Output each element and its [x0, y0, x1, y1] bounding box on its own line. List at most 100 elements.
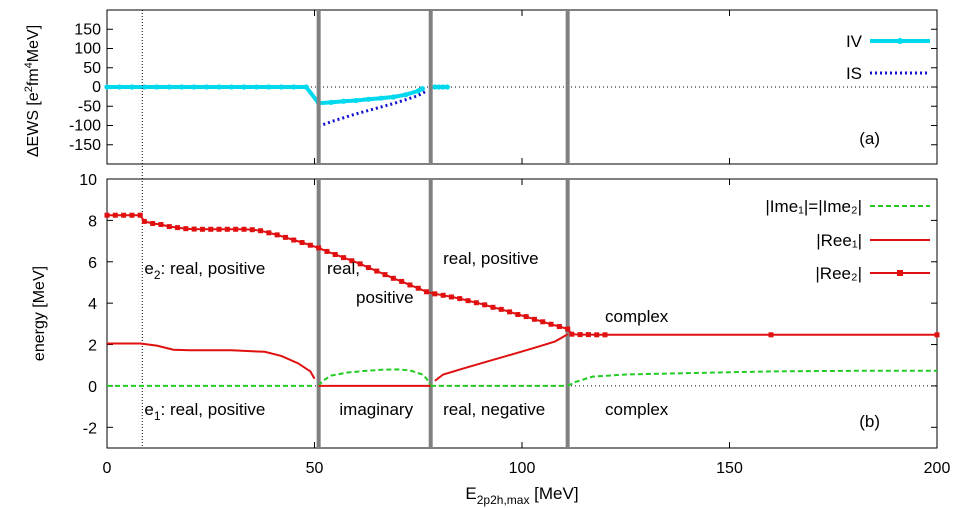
series-ree2-point	[424, 289, 430, 295]
series-ree2-point	[399, 278, 405, 284]
series-ree2-point	[390, 275, 396, 281]
series-iv-point	[365, 96, 372, 102]
region-annotation: real, negative	[443, 400, 545, 419]
series-ree2-point	[291, 237, 297, 243]
series-ree2-point	[448, 294, 454, 300]
y-tick-label-a: -100	[69, 118, 101, 135]
region-annotation: e1: real, positive	[144, 400, 265, 423]
series-iv-point	[129, 84, 135, 90]
label-part: 2	[154, 268, 161, 282]
series-iv-point	[228, 84, 235, 90]
series-ree2-point	[548, 321, 554, 327]
region-annotation: complex	[605, 307, 669, 326]
y-tick-label-b: 6	[88, 255, 97, 272]
label-part: E	[465, 484, 476, 503]
label-part: MeV]	[25, 25, 42, 62]
series-iv-point	[141, 84, 147, 90]
series-ree1-line	[107, 342, 316, 380]
series-is-line	[318, 89, 428, 128]
series-ree2-point	[415, 285, 421, 291]
x-tick-label: 0	[103, 460, 112, 477]
series-iv-point	[266, 84, 272, 90]
series-iv-point	[303, 84, 309, 90]
y-tick-label-a: -50	[78, 98, 101, 115]
series-iv-line	[107, 85, 424, 106]
label-part: 2	[23, 86, 35, 92]
y-tick-label-a: -150	[69, 137, 101, 154]
series-ree2-point	[482, 302, 488, 308]
x-axis-label: E2p2h,max [MeV]	[465, 484, 578, 507]
series-ree2-point	[382, 272, 388, 278]
y-axis-label-b: energy [MeV]	[31, 266, 48, 361]
label-part: : real, positive	[161, 259, 266, 278]
series-ree2-point	[565, 326, 571, 332]
label-part: ΔEWS [e	[25, 92, 42, 157]
series-iv-point	[390, 94, 396, 100]
series-ree2-point	[324, 248, 330, 254]
series-ree2-point	[332, 252, 338, 258]
series-ree2-point	[540, 319, 546, 325]
panel-a-label: (a)	[859, 129, 880, 148]
y-tick-label-b: 0	[88, 379, 97, 396]
y-axis-label-a: ΔEWS [e2fm4MeV]	[23, 25, 42, 157]
series-ree2-point	[594, 332, 600, 338]
region-annotation: e2: real, positive	[144, 259, 265, 282]
series-iv-point	[444, 84, 450, 90]
label-part: 1	[154, 409, 161, 423]
legend-b-label: |Ree₂|	[815, 264, 862, 283]
x-tick-label: 200	[924, 460, 951, 477]
series-ree2-point	[104, 212, 110, 218]
series-ree2-point	[374, 268, 380, 274]
series-iv-point	[291, 84, 297, 90]
series-iv-point	[415, 88, 421, 94]
series-ree2-point	[129, 212, 135, 218]
series-iv-point	[116, 84, 123, 90]
y-tick-label-a: 0	[92, 79, 101, 96]
y-tick-label-a: 50	[83, 60, 101, 77]
series-ree2-point	[282, 234, 288, 240]
series-ree1-line	[434, 333, 569, 382]
series-ree2-point	[490, 304, 496, 310]
region-annotation: real,	[327, 259, 360, 278]
series-ree2-point	[233, 226, 239, 232]
series-ree2-point	[166, 224, 172, 230]
legend-is-label: IS	[846, 64, 862, 83]
series-ree2-point	[249, 227, 255, 233]
series-ree2-point	[274, 232, 280, 238]
x-tick-label: 50	[306, 460, 324, 477]
legend-b-point	[897, 270, 903, 276]
series-ree2-point	[241, 226, 247, 232]
series-ree2-point	[440, 292, 446, 298]
series-iv-point	[278, 84, 284, 90]
series-iv-point	[432, 84, 438, 90]
y-tick-label-b: -2	[83, 420, 97, 437]
y-tick-label-b: 10	[79, 172, 97, 189]
series-ree2-point	[258, 228, 264, 234]
series-ree2-point	[465, 298, 471, 304]
series-iv-point	[340, 98, 347, 104]
series-iv-point	[216, 84, 222, 90]
y-tick-label-b: 4	[88, 296, 97, 313]
label-part: fm	[25, 68, 42, 86]
series-ree2-point	[137, 212, 143, 218]
series-ree2-point	[299, 240, 305, 246]
series-ree2-point	[341, 255, 347, 261]
series-ree2-point	[357, 261, 363, 267]
series-iv-point	[166, 84, 172, 90]
series-ree2-line	[107, 214, 937, 336]
series-iv-point	[403, 92, 409, 98]
series-ree2-point	[158, 222, 164, 228]
legend-b-label: |Ree₁|	[816, 231, 862, 250]
series-ree2-point	[365, 265, 371, 271]
series-ree2-point	[432, 291, 438, 297]
y-tick-label-a: 100	[74, 41, 101, 58]
label-part: 2p2h,max	[477, 493, 530, 507]
region-annotation: positive	[356, 288, 414, 307]
region-annotation: imaginary	[339, 400, 413, 419]
series-ree2-point	[150, 220, 156, 226]
series-ree2-point	[523, 314, 529, 320]
series-ree2-point	[316, 245, 322, 251]
x-tick-label: 100	[509, 460, 536, 477]
series-ree2-point	[934, 332, 940, 338]
